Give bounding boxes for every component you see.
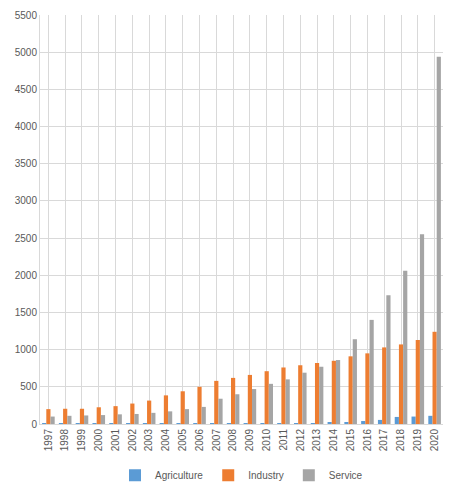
svg-text:2019: 2019 bbox=[412, 429, 423, 452]
svg-text:5500: 5500 bbox=[15, 10, 38, 21]
svg-text:2007: 2007 bbox=[211, 429, 222, 452]
svg-text:1000: 1000 bbox=[15, 344, 38, 355]
svg-text:Industry: Industry bbox=[248, 470, 284, 481]
svg-text:2012: 2012 bbox=[295, 429, 306, 452]
svg-text:2013: 2013 bbox=[311, 429, 322, 452]
svg-text:2008: 2008 bbox=[227, 429, 238, 452]
svg-text:4500: 4500 bbox=[15, 84, 38, 95]
svg-text:500: 500 bbox=[20, 381, 37, 392]
svg-text:4000: 4000 bbox=[15, 121, 38, 132]
svg-text:3000: 3000 bbox=[15, 195, 38, 206]
svg-text:2020: 2020 bbox=[429, 429, 440, 452]
svg-text:2017: 2017 bbox=[378, 429, 389, 452]
svg-text:2500: 2500 bbox=[15, 233, 38, 244]
svg-text:2001: 2001 bbox=[110, 429, 121, 452]
svg-text:1997: 1997 bbox=[43, 429, 54, 452]
svg-text:2000: 2000 bbox=[15, 270, 38, 281]
svg-text:2011: 2011 bbox=[278, 429, 289, 451]
svg-text:Service: Service bbox=[329, 470, 363, 481]
svg-text:Agriculture: Agriculture bbox=[155, 470, 203, 481]
svg-text:1999: 1999 bbox=[76, 429, 87, 452]
svg-text:2006: 2006 bbox=[194, 429, 205, 452]
svg-text:3500: 3500 bbox=[15, 158, 38, 169]
svg-text:2005: 2005 bbox=[177, 429, 188, 452]
svg-text:2014: 2014 bbox=[328, 429, 339, 452]
svg-text:2000: 2000 bbox=[93, 429, 104, 452]
svg-text:5000: 5000 bbox=[15, 47, 38, 58]
svg-text:2010: 2010 bbox=[261, 429, 272, 452]
svg-text:2004: 2004 bbox=[160, 429, 171, 452]
svg-text:2015: 2015 bbox=[345, 429, 356, 452]
svg-text:0: 0 bbox=[31, 419, 37, 430]
svg-text:2009: 2009 bbox=[244, 429, 255, 452]
svg-text:2016: 2016 bbox=[362, 429, 373, 452]
svg-text:1998: 1998 bbox=[59, 429, 70, 452]
svg-text:1500: 1500 bbox=[15, 307, 38, 318]
svg-text:2002: 2002 bbox=[127, 429, 138, 452]
svg-text:2003: 2003 bbox=[143, 429, 154, 452]
svg-text:2018: 2018 bbox=[395, 429, 406, 452]
